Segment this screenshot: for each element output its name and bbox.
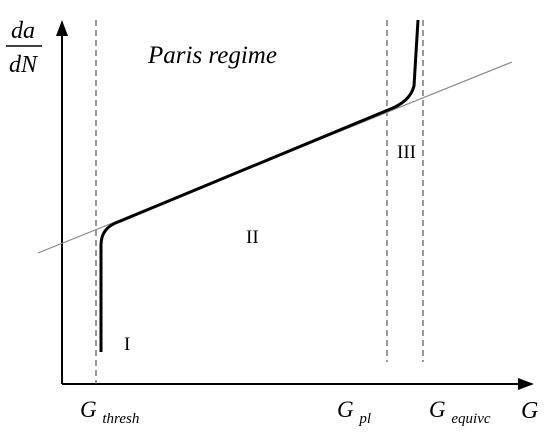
g-equivc-label: G equivc bbox=[429, 397, 491, 427]
g-pl-subscript: pl bbox=[358, 411, 371, 427]
paris-regime-title: Paris regime bbox=[147, 42, 277, 69]
region-ii-label: II bbox=[246, 227, 259, 248]
region-i-label: I bbox=[124, 334, 130, 355]
g-equivc-base: G bbox=[429, 397, 446, 422]
x-axis-label: G bbox=[521, 398, 538, 424]
g-thresh-label: G thresh bbox=[80, 397, 139, 427]
region-iii-label: III bbox=[397, 142, 416, 163]
g-equivc-subscript: equivc bbox=[451, 411, 490, 427]
y-label-numerator: da bbox=[11, 18, 35, 44]
g-pl-base: G bbox=[337, 397, 354, 422]
y-label-denominator: dN bbox=[9, 52, 39, 78]
g-pl-label: G pl bbox=[337, 397, 371, 427]
g-thresh-base: G bbox=[80, 397, 97, 422]
crack-growth-curve bbox=[99, 19, 420, 352]
y-axis-arrowhead bbox=[56, 20, 68, 36]
g-thresh-subscript: thresh bbox=[102, 411, 139, 427]
x-axis-arrowhead bbox=[518, 378, 534, 390]
